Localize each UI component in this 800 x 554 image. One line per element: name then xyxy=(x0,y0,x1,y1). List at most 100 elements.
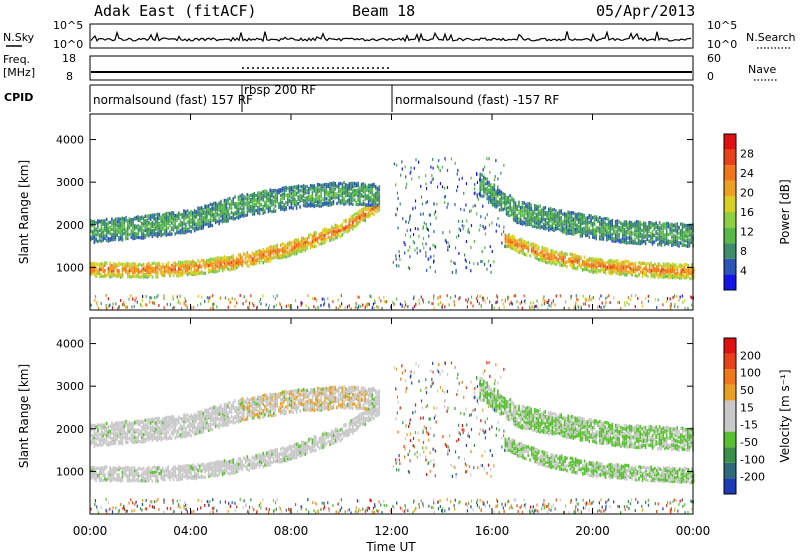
power-cell xyxy=(559,256,561,260)
power-cell xyxy=(603,261,605,265)
power-cell xyxy=(183,213,185,218)
power-cell xyxy=(576,255,579,259)
power-cell xyxy=(105,231,108,235)
power-cell xyxy=(398,254,400,258)
power-cell xyxy=(306,195,308,200)
power-cell xyxy=(357,187,359,192)
power-cell xyxy=(594,264,596,268)
power-cell xyxy=(297,184,300,188)
power-cell xyxy=(482,224,484,228)
power-cell xyxy=(279,243,282,248)
power-cell xyxy=(601,266,603,271)
power-cell xyxy=(264,208,266,213)
power-cell xyxy=(200,209,203,213)
power-cell xyxy=(316,200,319,204)
power-cell xyxy=(315,237,317,241)
power-cell xyxy=(681,225,684,230)
power-cell xyxy=(195,222,198,226)
power-cell xyxy=(341,188,344,193)
power-cell xyxy=(184,297,186,301)
power-cell xyxy=(220,256,222,260)
velocity-cell xyxy=(139,466,141,471)
power-cell xyxy=(246,205,249,209)
power-cell xyxy=(362,210,365,215)
power-cell xyxy=(676,239,679,244)
power-cell xyxy=(251,206,254,210)
power-cell xyxy=(237,261,240,266)
power-cell xyxy=(221,260,224,264)
power-cell xyxy=(617,261,619,266)
power-cell xyxy=(635,219,638,224)
power-cell xyxy=(163,306,165,310)
power-cell xyxy=(334,223,337,228)
power-cell xyxy=(265,205,268,210)
power-cell xyxy=(465,239,468,243)
power-cell xyxy=(497,191,500,195)
power-cell xyxy=(190,268,192,272)
power-cell xyxy=(456,189,458,193)
power-cell xyxy=(436,202,438,206)
power-cell xyxy=(330,230,333,234)
power-cell xyxy=(299,245,301,250)
power-cell xyxy=(622,263,624,268)
power-cell xyxy=(348,227,351,231)
power-cell xyxy=(315,244,317,248)
power-cell xyxy=(91,263,94,268)
power-cell xyxy=(577,298,579,302)
power-cell xyxy=(360,213,363,217)
power-cell xyxy=(111,220,113,224)
power-cell xyxy=(165,222,168,227)
power-cell xyxy=(590,214,592,218)
power-cell xyxy=(102,262,104,267)
power-cell xyxy=(255,208,257,213)
power-cell xyxy=(214,258,217,263)
power-cell xyxy=(541,248,544,252)
power-cell xyxy=(90,272,92,276)
power-cell xyxy=(163,218,166,222)
power-cell xyxy=(503,163,505,167)
power-cell xyxy=(235,256,238,261)
velocity-cell xyxy=(197,463,199,467)
power-cell xyxy=(223,258,226,263)
power-cell xyxy=(141,215,143,219)
power-cell xyxy=(509,242,512,246)
power-cell xyxy=(597,269,600,273)
power-cell xyxy=(260,302,262,306)
power-cell xyxy=(563,226,566,231)
power-cell xyxy=(169,232,171,237)
power-cell xyxy=(102,267,104,271)
power-cell xyxy=(144,219,147,223)
power-cell xyxy=(673,294,676,298)
power-cell xyxy=(670,306,672,310)
power-cell xyxy=(202,224,205,228)
power-cell xyxy=(676,294,678,298)
power-cell xyxy=(97,271,99,276)
power-cell xyxy=(297,243,300,248)
power-cell xyxy=(567,257,570,262)
velocity-cell xyxy=(207,472,210,477)
power-cell xyxy=(514,294,517,298)
y-tick-label: 3000 xyxy=(56,176,84,189)
power-cell xyxy=(93,240,96,245)
power-cell xyxy=(105,305,107,309)
power-cell xyxy=(651,229,654,234)
power-cell xyxy=(132,228,134,232)
power-cell xyxy=(507,210,510,214)
power-cell xyxy=(352,223,354,227)
power-cell xyxy=(544,299,546,303)
power-cell xyxy=(539,254,542,258)
power-cell xyxy=(220,219,222,223)
power-cell xyxy=(353,190,356,195)
power-cell xyxy=(213,270,215,274)
power-cell xyxy=(634,237,636,241)
power-cell xyxy=(264,194,266,199)
power-cell xyxy=(325,228,328,232)
power-cell xyxy=(506,234,508,238)
power-cell xyxy=(281,253,284,258)
power-cell xyxy=(216,219,219,223)
power-cell xyxy=(239,255,242,259)
velocity-cell xyxy=(118,473,120,477)
velocity-cell xyxy=(151,466,154,470)
power-cell xyxy=(369,195,372,200)
power-cell xyxy=(614,219,617,224)
